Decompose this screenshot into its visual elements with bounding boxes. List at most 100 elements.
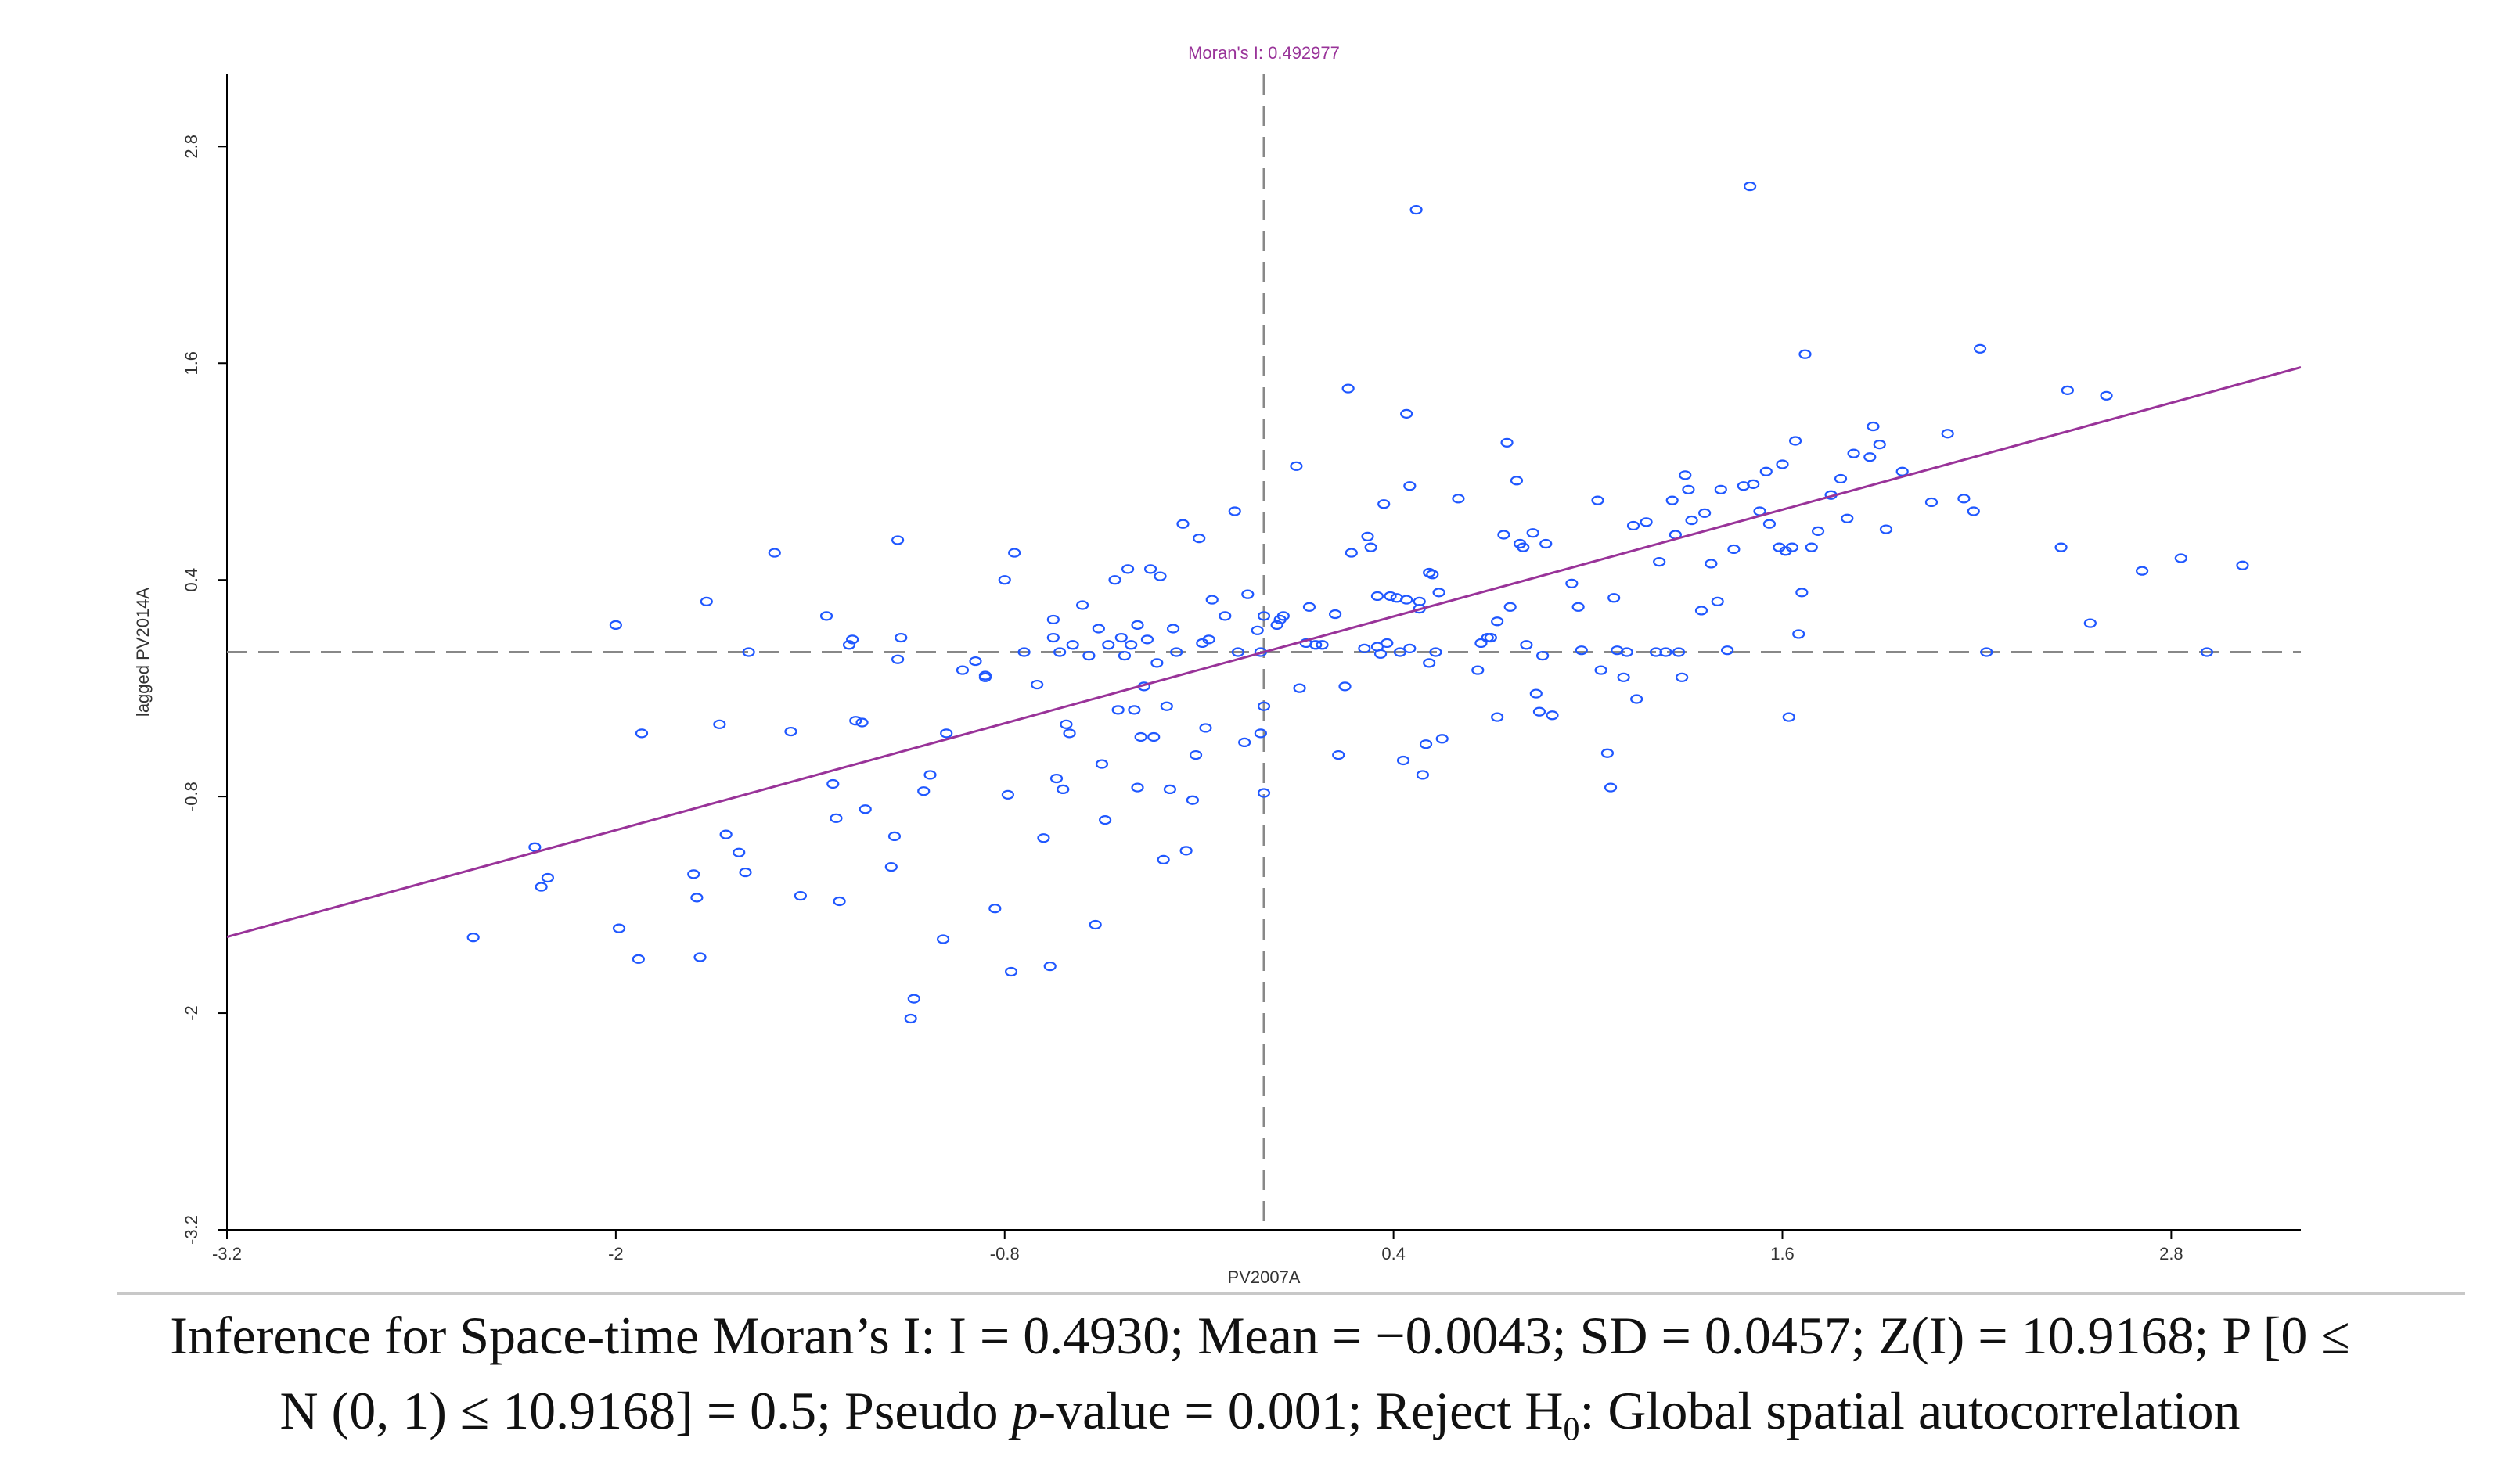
data-point bbox=[936, 934, 950, 944]
data-point bbox=[849, 716, 862, 726]
data-point bbox=[2083, 618, 2097, 628]
x-tick-label: -2 bbox=[608, 1244, 624, 1264]
data-point bbox=[1526, 528, 1539, 538]
data-point bbox=[1834, 473, 1848, 484]
data-point bbox=[1238, 737, 1251, 747]
data-point bbox=[830, 813, 843, 823]
data-point bbox=[1396, 755, 1410, 766]
data-point bbox=[1594, 665, 1607, 675]
data-point bbox=[819, 611, 833, 621]
y-tick-label: 2.8 bbox=[182, 135, 201, 159]
data-point bbox=[1381, 638, 1394, 649]
data-point bbox=[1503, 602, 1517, 612]
caption-text-2a: N (0, 1) ≤ 10.9168] = 0.5; Pseudo bbox=[279, 1381, 1012, 1440]
x-tick-label: -3.2 bbox=[212, 1244, 242, 1264]
data-point bbox=[1364, 542, 1377, 552]
data-point bbox=[1143, 564, 1157, 574]
data-point bbox=[895, 632, 908, 643]
data-point bbox=[1270, 620, 1283, 630]
data-point bbox=[2200, 647, 2214, 657]
caption-line-2: N (0, 1) ≤ 10.9168] = 0.5; Pseudo p-valu… bbox=[0, 1380, 2520, 1449]
data-point bbox=[1076, 600, 1089, 610]
data-point bbox=[1429, 647, 1442, 657]
data-point bbox=[2136, 566, 2149, 576]
caption-subscript-0: 0 bbox=[1563, 1411, 1580, 1448]
data-point bbox=[1743, 181, 1757, 192]
data-point bbox=[1150, 658, 1164, 668]
data-point bbox=[891, 654, 905, 664]
data-point bbox=[833, 896, 846, 907]
data-point bbox=[1008, 548, 1021, 558]
data-point bbox=[1043, 961, 1057, 972]
data-point bbox=[2054, 542, 2068, 552]
data-point bbox=[1328, 609, 1342, 620]
data-point bbox=[794, 890, 807, 901]
data-point bbox=[969, 656, 982, 667]
data-points bbox=[466, 181, 2249, 1024]
data-point bbox=[1147, 732, 1161, 742]
data-point bbox=[1186, 795, 1200, 805]
data-point bbox=[1251, 625, 1264, 635]
data-point bbox=[1591, 495, 1604, 505]
data-point bbox=[1841, 513, 1854, 523]
data-point bbox=[687, 869, 700, 879]
x-tick-label: 2.8 bbox=[2159, 1244, 2183, 1264]
data-point bbox=[1114, 632, 1128, 643]
data-point bbox=[700, 596, 713, 606]
data-point bbox=[1759, 466, 1773, 476]
data-point bbox=[768, 548, 781, 558]
data-point bbox=[1046, 614, 1060, 625]
data-point bbox=[1520, 640, 1533, 650]
data-point bbox=[1166, 624, 1180, 634]
data-point bbox=[1302, 602, 1316, 612]
data-point bbox=[1082, 651, 1096, 661]
data-point bbox=[1031, 679, 1044, 690]
data-point bbox=[632, 954, 645, 964]
data-point bbox=[1630, 694, 1643, 704]
data-point bbox=[1895, 466, 1909, 476]
data-point bbox=[1721, 645, 1734, 656]
y-tick-label: -3.2 bbox=[182, 1215, 201, 1245]
data-point bbox=[1659, 647, 1672, 657]
data-point bbox=[1788, 436, 1802, 446]
data-point bbox=[1471, 665, 1485, 675]
caption-line-1: Inference for Space-time Moran’s I: I = … bbox=[0, 1305, 2520, 1367]
data-point bbox=[1517, 542, 1530, 552]
data-point bbox=[842, 640, 856, 650]
data-point bbox=[713, 719, 726, 729]
data-point bbox=[923, 770, 937, 780]
data-point bbox=[2174, 553, 2187, 563]
data-point bbox=[1053, 647, 1067, 657]
data-point bbox=[1676, 672, 1689, 682]
moran-scatter-plot: -3.2 -2 -0.8 0.4 1.6 2.8 -3.2 -2 -0.8 0.4 1.6 2.8 M… bbox=[133, 43, 2302, 1287]
data-point bbox=[1409, 204, 1423, 215]
data-point bbox=[1134, 732, 1147, 742]
data-point bbox=[1060, 719, 1073, 729]
data-point bbox=[1140, 634, 1154, 645]
data-point bbox=[719, 829, 733, 839]
data-point bbox=[907, 994, 920, 1004]
data-point bbox=[1131, 782, 1144, 793]
data-point bbox=[956, 665, 970, 675]
data-point bbox=[1199, 723, 1212, 733]
data-point bbox=[1063, 728, 1076, 739]
data-point bbox=[1762, 519, 1777, 529]
data-point bbox=[1241, 589, 1255, 599]
data-point bbox=[2100, 390, 2113, 401]
data-point bbox=[978, 670, 992, 681]
data-point bbox=[1160, 701, 1173, 711]
data-point bbox=[1276, 611, 1290, 621]
data-point bbox=[1108, 575, 1121, 585]
data-point bbox=[1125, 640, 1138, 650]
data-point bbox=[612, 923, 626, 933]
data-point bbox=[1231, 647, 1244, 657]
data-point bbox=[1792, 629, 1805, 639]
x-tick-label: 1.6 bbox=[1770, 1244, 1795, 1264]
data-point bbox=[1600, 748, 1615, 758]
data-point bbox=[1419, 739, 1433, 749]
data-point bbox=[1001, 789, 1014, 800]
data-point bbox=[1393, 647, 1407, 657]
data-point bbox=[1121, 564, 1135, 574]
data-point bbox=[1649, 647, 1663, 657]
data-point bbox=[1004, 966, 1018, 977]
